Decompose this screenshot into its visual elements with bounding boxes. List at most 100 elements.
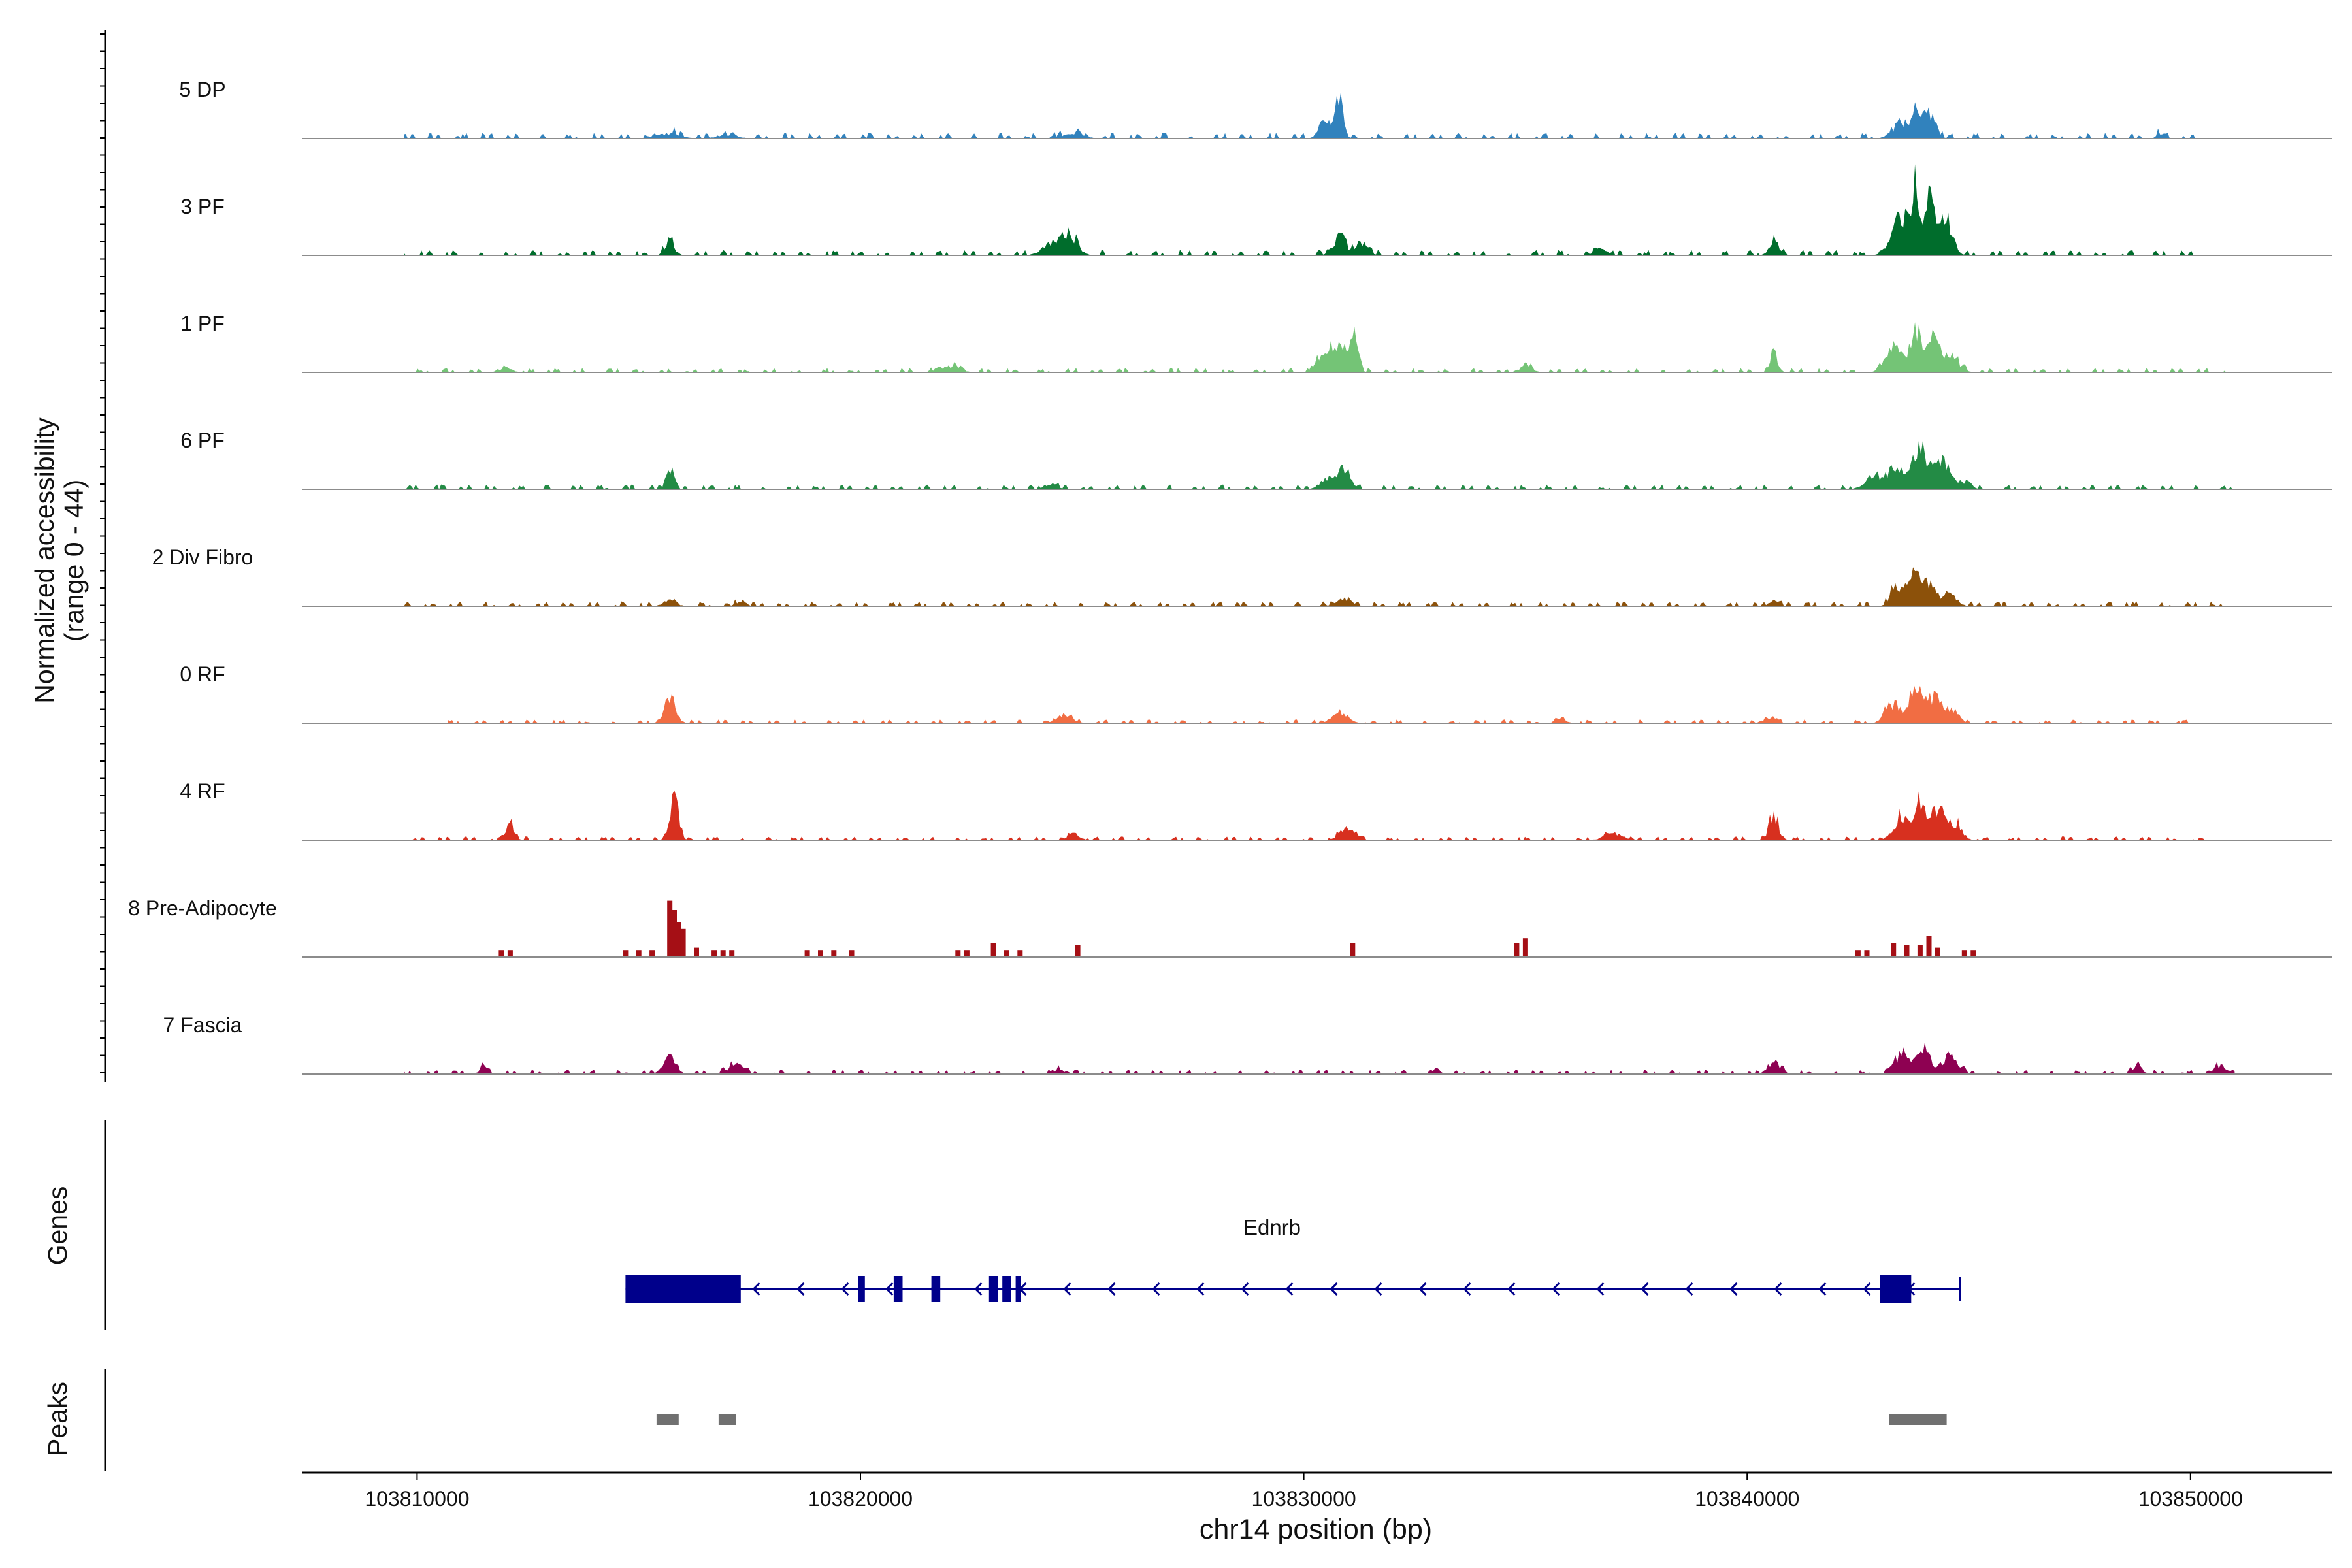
coverage-bar: [990, 943, 996, 957]
strand-arrow: [1552, 1282, 1560, 1296]
strand-arrow: [1152, 1282, 1160, 1296]
strand-arrow: [1641, 1282, 1649, 1296]
track-8-pre-adipocyte: 8 Pre-Adipocyte: [128, 896, 2332, 958]
strand-arrow: [841, 1282, 849, 1296]
coverage-bar: [507, 950, 513, 957]
y-axis-label-line2: (range 0 - 44): [59, 480, 89, 642]
genes-panel-label: Genes: [42, 1186, 73, 1266]
track-label: 1 PF: [180, 312, 225, 335]
coverage-area: [404, 567, 2235, 606]
coverage-bar: [1075, 945, 1081, 957]
track-label: 0 RF: [180, 662, 225, 686]
coverage-bar: [849, 950, 855, 957]
coverage-bar: [649, 950, 655, 957]
coverage-bar: [1017, 950, 1023, 957]
track-6-pf: 6 PF: [180, 429, 2332, 490]
strand-arrow: [1463, 1282, 1471, 1296]
gene-exon: [625, 1275, 741, 1303]
strand-arrow: [1196, 1282, 1205, 1296]
x-tick-label: 103820000: [808, 1487, 913, 1511]
track-4-rf: 4 RF: [180, 779, 2332, 841]
track-label: 4 RF: [180, 779, 225, 803]
gene-exon: [988, 1276, 998, 1302]
strand-arrow: [1729, 1282, 1738, 1296]
coverage-bar: [1004, 950, 1009, 957]
coverage-bar: [1891, 943, 1897, 957]
peak-region: [1889, 1414, 1947, 1425]
coverage-area: [404, 440, 2235, 489]
strand-arrow: [1241, 1282, 1249, 1296]
peak-track: [656, 1414, 1947, 1425]
strand-arrow: [885, 1282, 894, 1296]
coverage-bar: [1904, 945, 1910, 957]
strand-arrow: [1596, 1282, 1605, 1296]
x-tick-label: 103850000: [2138, 1487, 2243, 1511]
coverage-bar: [1522, 938, 1528, 957]
strand-arrow: [1330, 1282, 1338, 1296]
coverage-bar: [818, 950, 823, 957]
x-tick-label: 103840000: [1695, 1487, 1799, 1511]
track-label: 8 Pre-Adipocyte: [128, 896, 277, 920]
gene-exon: [1015, 1276, 1021, 1302]
coverage-bar: [804, 950, 810, 957]
gene-track: [625, 1275, 1961, 1303]
coverage-bar: [831, 950, 837, 957]
y-axis-label-line1: Normalized accessibility: [29, 417, 59, 704]
strand-arrow: [974, 1282, 983, 1296]
coverage-bar: [680, 928, 686, 957]
coverage-area: [404, 92, 2204, 139]
x-tick-label: 103830000: [1252, 1487, 1356, 1511]
gene-exon: [931, 1276, 941, 1302]
coverage-bar: [1917, 945, 1923, 957]
x-axis-label: chr14 position (bp): [1200, 1514, 1432, 1545]
track-label: 3 PF: [180, 195, 225, 218]
gene-name-label: Ednrb: [1243, 1215, 1301, 1239]
coverage-bar: [1926, 936, 1932, 957]
coverage-area: [404, 164, 2204, 255]
peaks-panel-label: Peaks: [42, 1382, 73, 1456]
track-3-pf: 3 PF: [180, 164, 2332, 256]
coverage-bar: [729, 950, 735, 957]
peak-region: [718, 1414, 736, 1425]
strand-arrow: [1063, 1282, 1071, 1296]
coverage-bar: [964, 950, 970, 957]
track-label: 6 PF: [180, 429, 225, 452]
coverage-bar: [636, 950, 642, 957]
strand-arrow: [1685, 1282, 1693, 1296]
coverage-bar: [667, 900, 673, 957]
coverage-bar: [672, 910, 677, 957]
gene-exon: [1880, 1275, 1912, 1303]
coverage-bar: [694, 947, 699, 957]
coverage-area: [404, 322, 2227, 372]
coverage-bar: [720, 950, 726, 957]
track-label: 5 DP: [179, 78, 225, 101]
coverage-bar: [676, 922, 681, 957]
track-2-div-fibro: 2 Div Fibro: [152, 546, 2332, 607]
peak-region: [656, 1414, 679, 1425]
coverage-bar: [1350, 943, 1356, 957]
track-7-fascia: 7 Fascia: [163, 1013, 2332, 1075]
x-tick-label: 103810000: [365, 1487, 469, 1511]
coverage-area: [404, 790, 2208, 840]
strand-arrow: [796, 1282, 805, 1296]
track-5-dp: 5 DP: [179, 78, 2332, 139]
coverage-bar: [711, 950, 717, 957]
track-0-rf: 0 RF: [180, 662, 2332, 724]
coverage-bar: [623, 950, 629, 957]
coverage-bar: [1935, 947, 1940, 957]
coverage-bar: [955, 950, 961, 957]
coverage-bar: [1514, 943, 1520, 957]
coverage-bar: [1961, 950, 1967, 957]
gene-exon: [893, 1276, 903, 1302]
coverage-y-ticks: [100, 33, 105, 1073]
coverage-bar: [1864, 950, 1870, 957]
strand-arrow: [1107, 1282, 1116, 1296]
track-label: 7 Fascia: [163, 1013, 242, 1037]
strand-arrow: [1863, 1282, 1871, 1296]
strand-arrow: [1418, 1282, 1427, 1296]
coverage-area: [404, 1042, 2235, 1074]
strand-arrow: [1507, 1282, 1516, 1296]
x-axis-ticks: 103810000 103820000 103830000 103840000 1038…: [365, 1473, 2243, 1511]
track-1-pf: 1 PF: [180, 312, 2332, 373]
